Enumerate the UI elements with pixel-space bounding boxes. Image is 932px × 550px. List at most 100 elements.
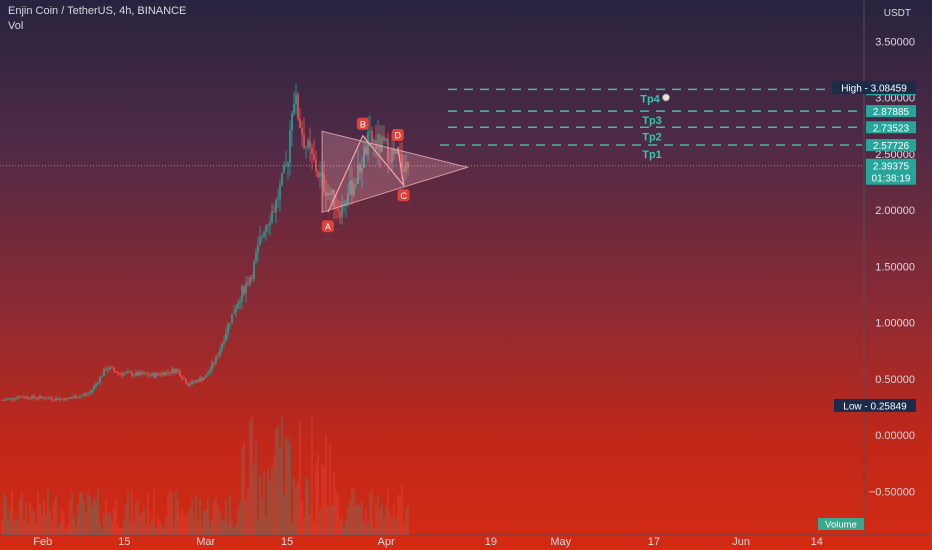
candle-body [119,373,121,374]
candle-body [225,333,227,341]
candle-body [339,211,341,218]
volume-bar [297,481,299,535]
candle-body [51,398,53,400]
volume-bar [209,525,211,535]
x-tick-label: 19 [485,536,497,548]
candle-body [177,369,179,372]
pattern-point-a-badge[interactable] [321,220,334,233]
volume-bar [99,522,101,535]
volume-bar [287,436,289,535]
volume-bar [357,504,359,535]
candle-body [69,398,71,399]
volume-bar [261,498,263,535]
candle-body [147,374,149,376]
candle-body [43,397,45,399]
candle-body [59,398,61,400]
candle-body [355,183,357,186]
candle-body [231,313,233,324]
volume-bar [325,434,327,535]
volume-bar [327,506,329,535]
candle-body [359,164,361,173]
volume-bar [89,495,91,535]
volume-bar [65,528,67,535]
volume-bar [337,494,339,535]
volume-bar [181,507,183,535]
volume-bar [9,509,11,535]
volume-bar [341,517,343,535]
volume-bar [191,499,193,535]
volume-bar [207,497,209,535]
volume-bar [139,515,141,535]
candle-body [21,396,23,398]
volume-bar [187,512,189,535]
target-label-tp1: Tp1 [642,149,662,161]
target-price-text: 2.87885 [873,107,910,118]
volume-bar [219,511,221,535]
candle-body [15,397,17,400]
candle-body [295,94,297,105]
low-price-tag [834,398,916,412]
candle-body [215,356,217,364]
candle-body [81,395,83,396]
volume-bar [211,519,213,535]
pattern-point-b-badge[interactable] [356,117,369,130]
candle-body [55,397,57,401]
volume-bar [179,515,181,535]
volume-bar [361,500,363,535]
volume-bar [101,528,103,535]
candle-body [191,381,193,385]
volume-bar [185,515,187,535]
volume-bar [57,528,59,535]
candle-body [137,372,139,376]
volume-bar [255,442,257,535]
abcd-pattern-line[interactable] [327,134,405,213]
triangle-pattern[interactable] [321,130,470,213]
candle-body [275,199,277,212]
candle-body [195,380,197,382]
volume-bar [123,519,125,535]
candle-body [201,377,203,380]
candle-body [235,308,237,313]
candle-body [91,389,93,393]
volume-bar [5,497,7,535]
candle-body [221,343,223,350]
volume-bar [321,462,323,535]
volume-bar [393,502,395,535]
low-price-label: Low - 0.25849 [843,401,907,412]
volume-bar [87,492,89,535]
x-tick-label: Feb [33,536,52,548]
candle-body [105,369,107,371]
symbol-title[interactable]: Enjin Coin / TetherUS, 4h, BINANCE [8,5,187,17]
candle-body [87,393,89,395]
candle-body [121,373,123,376]
volume-bar [177,500,179,535]
volume-bar [289,444,291,535]
pattern-point-c-badge[interactable] [397,189,410,202]
candle-body [267,224,269,226]
pattern-point-label: C [400,191,407,201]
volume-bar [189,508,191,535]
volume-bar [223,519,225,535]
volume-bar [169,489,171,535]
candle-body [83,394,85,396]
candle-body [273,211,275,212]
candle-body [113,367,115,372]
volume-bar [173,526,175,535]
x-tick-label: 17 [648,536,660,548]
pattern-point-label: D [395,131,402,141]
volume-indicator-label[interactable]: Vol [8,20,24,32]
volume-bar [391,517,393,535]
volume-bar [107,513,109,535]
candle-countdown: 01:38:19 [872,174,911,185]
candle-body [49,397,51,399]
volume-bar [153,489,155,535]
volume-bar [323,466,325,535]
candle-body [11,397,13,400]
candle-body [5,399,7,400]
candle-body [249,277,251,285]
candle-body [297,94,299,119]
pattern-point-d-badge[interactable] [391,129,404,141]
candle-body [63,398,65,401]
candle-body [111,367,113,369]
